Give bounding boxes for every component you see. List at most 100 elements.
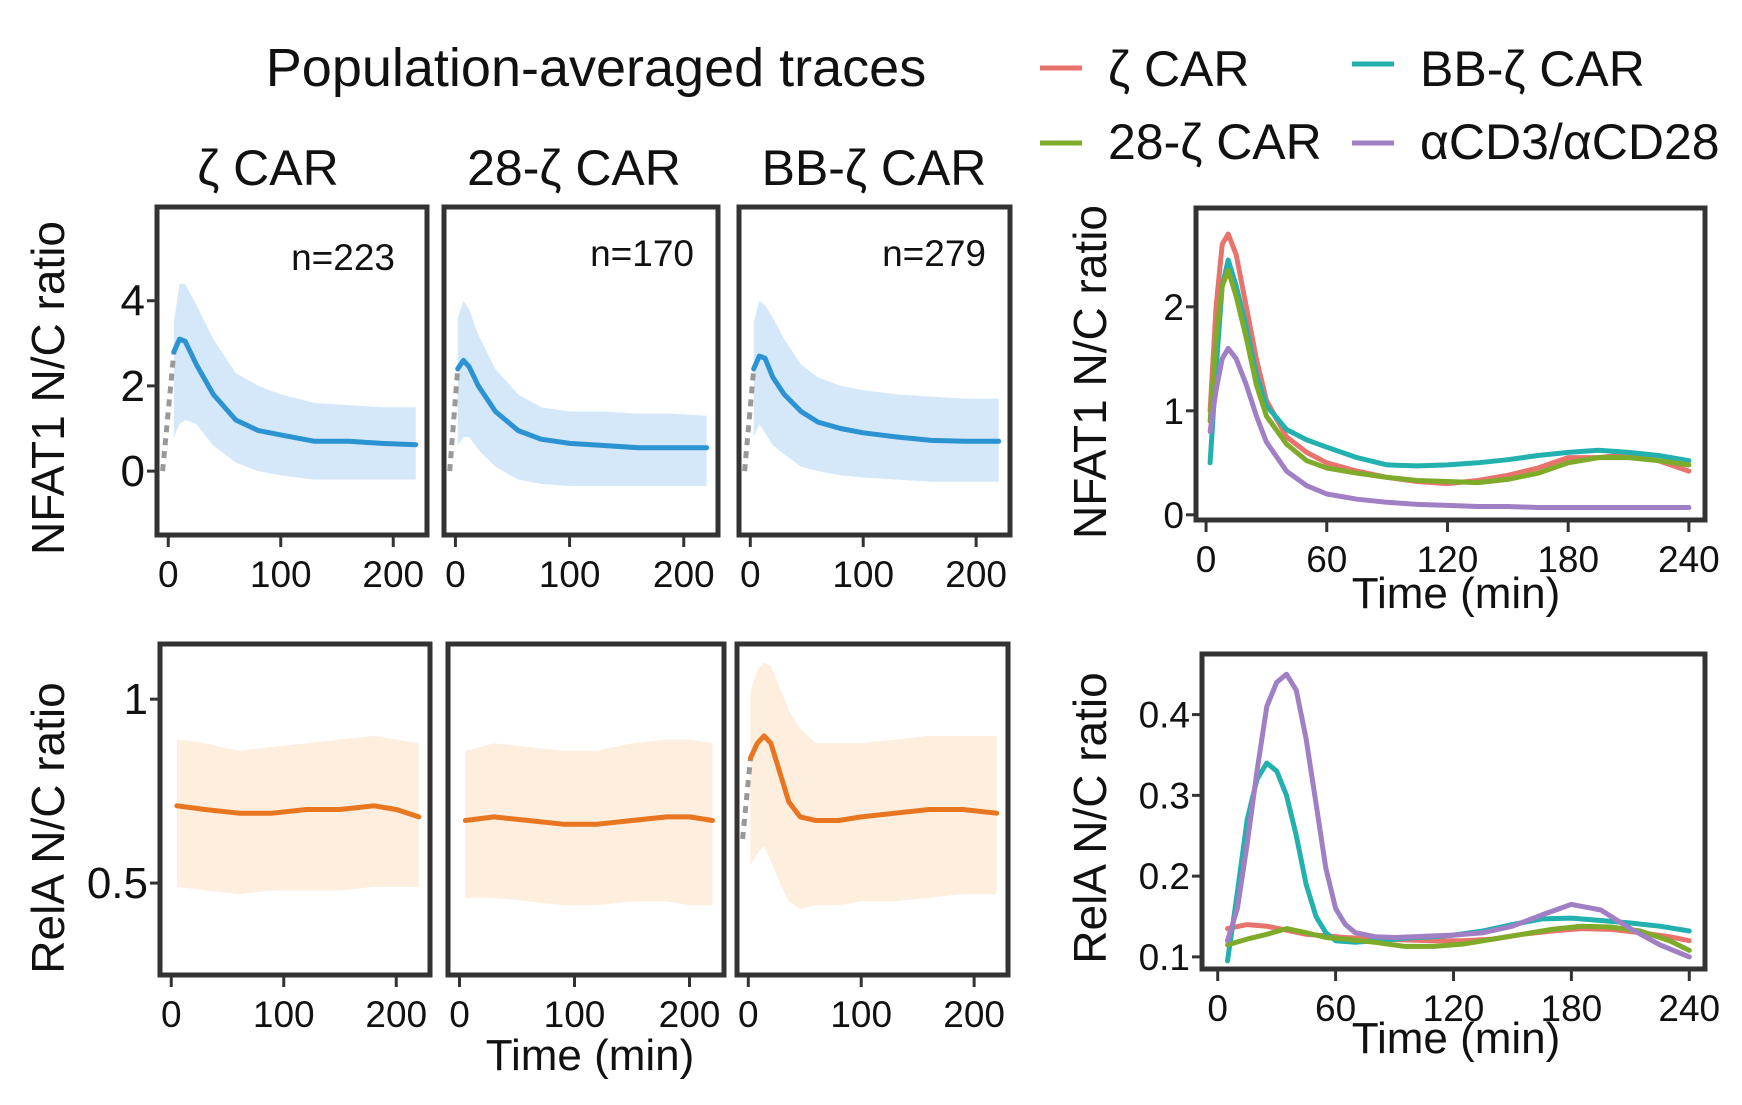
x-tick-label: 240 xyxy=(1658,988,1720,1029)
panel-nfat-28z: 0 100 200 n=170 xyxy=(441,204,721,595)
panel-plot-area xyxy=(1207,231,1692,510)
panel-nfat-zeta: 0 100 200 0 2 4 n=223 xyxy=(121,204,430,595)
panel-plot-area xyxy=(742,300,1002,482)
x-tick-label: 100 xyxy=(830,994,892,1035)
x-tick-label: 0 xyxy=(740,554,761,595)
confidence-band xyxy=(457,300,707,486)
x-tick-label: 0 xyxy=(738,994,759,1035)
panel-plot-area xyxy=(740,662,1000,909)
ylabel-rela-right: RelA N/C ratio xyxy=(1064,672,1116,963)
ylabel-nfat-right: NFAT1 N/C ratio xyxy=(1064,205,1116,539)
pre-stimulation-dashed-line xyxy=(740,757,753,840)
x-tick-label: 60 xyxy=(1315,988,1356,1029)
x-tick-label: 120 xyxy=(1417,539,1479,580)
y-tick-label: 1 xyxy=(1163,391,1184,432)
confidence-band xyxy=(753,300,999,482)
x-tick-label: 0 xyxy=(158,554,179,595)
y-tick-label: 0.4 xyxy=(1139,695,1190,736)
x-tick-label: 200 xyxy=(659,994,721,1035)
xlabel-small-panels: Time (min) xyxy=(486,1031,695,1080)
y-tick-label: 0.3 xyxy=(1139,775,1190,816)
ylabel-rela-left: RelA N/C ratio xyxy=(22,682,74,973)
ylabel-nfat-left: NFAT1 N/C ratio xyxy=(22,221,74,555)
pre-stimulation-dashed-line xyxy=(742,368,757,472)
y-tick-label: 2 xyxy=(121,362,145,411)
x-tick-label: 200 xyxy=(945,554,1007,595)
panel-plot-area xyxy=(462,739,715,906)
x-tick-label: 180 xyxy=(1537,539,1599,580)
mean-trace-line xyxy=(751,353,1002,444)
y-tick-label: 0.1 xyxy=(1139,937,1190,978)
panel-title-zeta-car: ζ CAR xyxy=(197,140,339,196)
xlabel-nfat-avg: Time (min) xyxy=(1352,569,1561,618)
x-tick-label: 200 xyxy=(653,554,715,595)
legend-label-bb-zeta-car: BB-ζ CAR xyxy=(1420,41,1645,97)
x-tick-label: 0 xyxy=(161,994,182,1035)
x-tick-label: 100 xyxy=(832,554,894,595)
panel-plot-area xyxy=(160,283,419,480)
series-line-0 xyxy=(1207,231,1692,487)
panel-nfat-bbz: 0 100 200 n=279 xyxy=(736,204,1013,595)
x-tick-label: 100 xyxy=(253,994,315,1035)
xlabel-rela-avg: Time (min) xyxy=(1352,1014,1561,1063)
mean-trace-line xyxy=(455,357,710,451)
confidence-band xyxy=(750,662,997,909)
x-tick-label: 60 xyxy=(1306,539,1347,580)
mean-trace-line xyxy=(462,814,715,827)
y-tick-label: 0 xyxy=(121,447,145,496)
figure-title: Population-averaged traces xyxy=(266,38,926,98)
panel-frame xyxy=(441,204,721,538)
confidence-band xyxy=(173,283,416,480)
x-tick-label: 200 xyxy=(362,554,424,595)
legend-label-zeta-car: ζ CAR xyxy=(1108,41,1250,97)
panel-rela-avg: 0 60 120 180 240 0.1 0.2 0.3 0.4 xyxy=(1139,651,1720,1029)
sample-size-label: n=170 xyxy=(590,233,694,274)
x-tick-label: 180 xyxy=(1541,988,1603,1029)
panel-frame xyxy=(1193,205,1708,523)
mean-trace-line xyxy=(171,336,419,448)
legend-label-cd3-cd28: αCD3/αCD28 xyxy=(1420,114,1720,170)
legend-label-28-zeta-car: 28-ζ CAR xyxy=(1108,114,1322,170)
x-tick-label: 100 xyxy=(250,554,312,595)
pre-stimulation-dashed-line xyxy=(160,351,177,472)
panel-plot-area xyxy=(174,735,422,895)
mean-trace-line xyxy=(174,803,422,820)
sample-size-label: n=223 xyxy=(291,237,395,278)
y-tick-label: 0.5 xyxy=(87,859,148,908)
x-tick-label: 0 xyxy=(449,994,470,1035)
panel-title-28-zeta-car: 28-ζ CAR xyxy=(467,140,681,196)
x-tick-label: 0 xyxy=(1196,539,1217,580)
panel-rela-28z: 0 100 200 xyxy=(445,641,727,1035)
x-tick-label: 100 xyxy=(544,994,606,1035)
x-tick-label: 100 xyxy=(539,554,601,595)
panel-frame xyxy=(157,641,433,978)
sample-size-label: n=279 xyxy=(882,233,986,274)
x-tick-label: 0 xyxy=(445,554,466,595)
x-tick-label: 200 xyxy=(943,994,1005,1035)
panel-plot-area xyxy=(1225,671,1692,964)
y-tick-label: 0 xyxy=(1163,495,1184,536)
series-line-3 xyxy=(1225,671,1692,960)
series-line-1 xyxy=(1207,257,1692,469)
mean-trace-line xyxy=(748,733,1000,823)
x-tick-label: 120 xyxy=(1423,988,1485,1029)
confidence-band xyxy=(176,735,419,895)
y-tick-label: 0.2 xyxy=(1139,856,1190,897)
panel-plot-area xyxy=(447,300,710,486)
panel-rela-zeta: 0 100 200 0.5 1 xyxy=(87,641,433,1035)
panel-nfat-avg: 0 60 120 180 240 0 1 2 xyxy=(1163,205,1720,580)
panel-frame xyxy=(734,641,1011,978)
panel-frame xyxy=(1199,651,1708,972)
y-tick-label: 2 xyxy=(1163,287,1184,328)
x-tick-label: 240 xyxy=(1658,539,1720,580)
panel-rela-bbz: 0 100 200 xyxy=(734,641,1011,1035)
series-line-2 xyxy=(1207,267,1692,486)
legend: ζ CAR BB-ζ CAR 28-ζ CAR αCD3/αCD28 xyxy=(1040,41,1720,170)
series-line-2 xyxy=(1225,923,1692,953)
panel-frame xyxy=(445,641,727,978)
y-tick-label: 1 xyxy=(124,675,148,724)
pre-stimulation-dashed-line xyxy=(447,368,461,472)
panel-frame xyxy=(736,204,1013,538)
